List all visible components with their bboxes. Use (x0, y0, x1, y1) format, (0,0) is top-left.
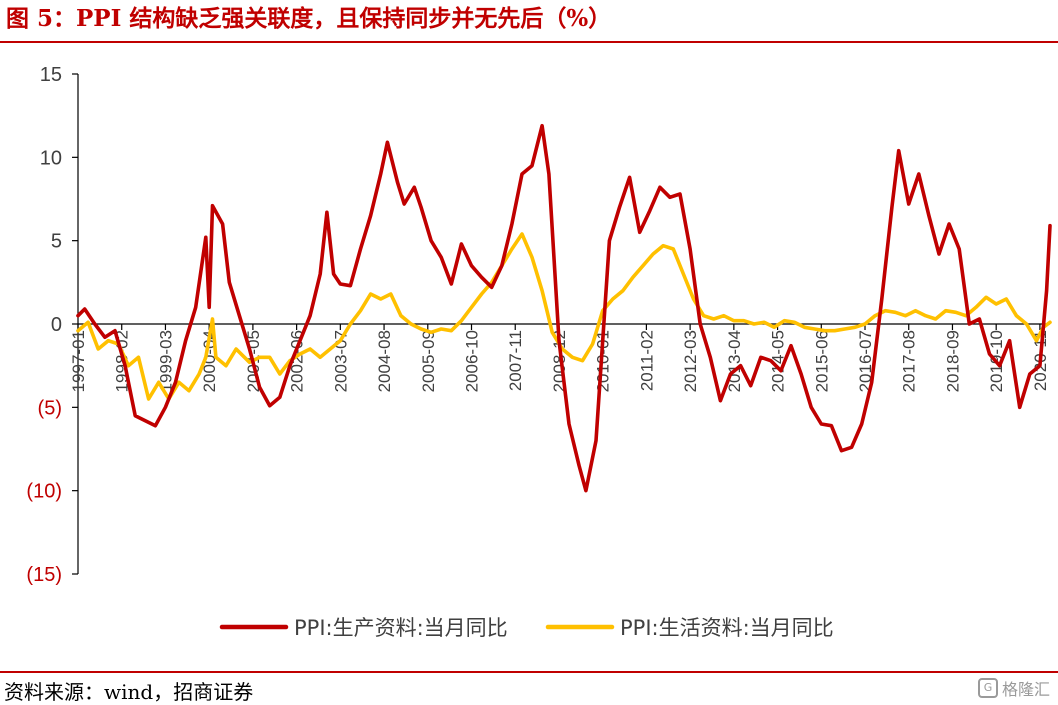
source-note: 资料来源：wind，招商证券 (4, 680, 254, 704)
title-divider (0, 41, 1058, 43)
x-tick-label: 2002-06 (288, 330, 307, 392)
y-tick-label: 15 (40, 64, 62, 86)
legend-label: PPI:生活资料:当月同比 (620, 616, 834, 640)
x-tick-label: 1997-01 (69, 330, 88, 392)
footer-divider (0, 671, 1058, 673)
x-tick-label: 2012-03 (681, 330, 700, 392)
x-tick-label: 2015-06 (812, 330, 831, 392)
x-tick-label: 2011-02 (637, 330, 656, 391)
y-tick-label: 10 (40, 147, 62, 169)
y-tick-label: (5) (38, 397, 62, 419)
watermark-logo-icon: G (977, 678, 998, 698)
y-tick-label: 0 (51, 314, 62, 336)
x-tick-label: 2005-09 (419, 330, 438, 392)
series-line-production (76, 123, 1052, 493)
x-tick-label: 2010-01 (594, 330, 613, 392)
x-tick-label: 2018-09 (943, 330, 962, 392)
y-tick-label: 5 (51, 231, 62, 253)
x-tick-label: 2004-08 (375, 330, 394, 392)
watermark: G 格隆汇 (977, 676, 1050, 700)
x-tick-label: 1999-03 (156, 330, 175, 392)
x-tick-label: 2016-07 (856, 330, 875, 392)
x-tick-label: 2014-05 (769, 330, 788, 392)
series-line-consumer (76, 232, 1052, 401)
watermark-text: 格隆汇 (1001, 680, 1050, 699)
x-tick-label: 2006-10 (463, 330, 482, 392)
x-tick-label: 2007-11 (506, 330, 525, 391)
legend-label: PPI:生产资料:当月同比 (294, 616, 508, 640)
x-tick-label: 2017-08 (900, 330, 919, 392)
y-tick-label: (15) (26, 564, 62, 586)
chart-title: 图 5：PPI 结构缺乏强关联度，且保持同步并无先后（%） (6, 5, 612, 32)
y-tick-label: (10) (26, 481, 62, 503)
